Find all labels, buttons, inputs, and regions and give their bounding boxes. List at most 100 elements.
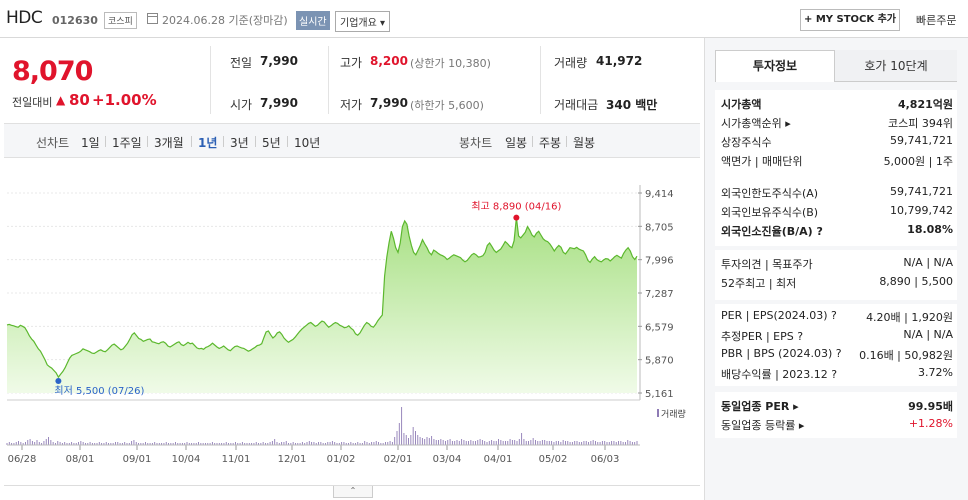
amount-value: 340 백만	[606, 98, 658, 112]
amount-label: 거래대금	[554, 98, 599, 112]
info-label: 52주최고 | 최저	[721, 277, 797, 290]
info-row: 액면가 | 매매단위 5,000원 | 1주	[721, 151, 953, 169]
price-chart[interactable]: 9,414 8,705 7,996 7,287 6,579 5,870 5,161 06/2…	[0, 160, 700, 480]
info-value: 18.08%	[907, 223, 953, 236]
info-row: 시가총액순위 ▸ 코스피 394위	[721, 113, 953, 131]
candle-daily[interactable]: 일봉	[505, 136, 528, 150]
high-marker	[513, 214, 520, 221]
high-value: 8,200	[370, 54, 408, 68]
period-1y[interactable]: 1년	[198, 136, 218, 150]
lower-limit: (하한가 5,600)	[410, 99, 484, 112]
info-value: +1.28%	[908, 417, 953, 430]
high-label: 최고 8,890 (04/16)	[471, 201, 561, 213]
price-summary: 8,070 전일대비 ▲ 80 +1.00% 전일 7,990 시가 7,990…	[4, 38, 700, 124]
prev-close-label: 전일	[230, 56, 253, 70]
stock-code: 012630	[52, 14, 98, 27]
period-1w[interactable]: 1주일	[112, 136, 142, 150]
open-value: 7,990	[260, 96, 298, 110]
info-value: 4.20배 | 1,920원	[866, 311, 953, 324]
period-1d[interactable]: 1일	[81, 136, 100, 150]
info-row: 배당수익률 | 2023.12 ? 3.72%	[721, 364, 953, 382]
info-row: 외국인소진율(B/A) ? 18.08%	[721, 221, 953, 239]
collapse-chart-button[interactable]: ⌃	[333, 486, 373, 498]
x-tick-label: 01/02	[327, 454, 356, 465]
x-tick-label: 09/01	[123, 454, 152, 465]
tab-order-book[interactable]: 호가 10단계	[835, 50, 957, 82]
x-tick-label: 12/01	[278, 454, 307, 465]
current-price: 8,070	[12, 56, 93, 87]
divider	[191, 136, 192, 147]
high-label: 고가	[340, 56, 363, 70]
divider	[147, 136, 148, 147]
info-label: 외국인보유주식수(B)	[721, 206, 819, 219]
open-label: 시가	[230, 98, 253, 112]
info-value: 8,890 | 5,500	[879, 275, 953, 288]
low-value: 7,990	[370, 96, 408, 110]
add-mystock-button[interactable]: + MY STOCK 추가	[800, 9, 900, 31]
x-tick-label: 04/01	[484, 454, 513, 465]
x-tick-label: 05/02	[539, 454, 568, 465]
foreign-section: 외국인한도주식수(A) 59,741,721 외국인보유주식수(B) 10,799,7…	[715, 178, 957, 246]
line-chart-label: 선차트	[36, 136, 70, 150]
info-label: 배당수익률 | 2023.12 ?	[721, 368, 838, 381]
info-label: 시가총액순위 ▸	[721, 117, 791, 130]
info-row: PBR | BPS (2024.03) ? 0.16배 | 50,982원	[721, 345, 953, 363]
info-row: 투자의견 | 목표주가 N/A | N/A	[721, 254, 953, 272]
volume-label: 거래량	[554, 56, 588, 70]
divider	[566, 136, 567, 147]
info-value: 59,741,721	[890, 185, 953, 198]
y-tick-label: 5,870	[645, 356, 674, 367]
y-tick-label: 6,579	[645, 322, 674, 333]
info-label: 상장주식수	[721, 136, 772, 149]
quick-order-link[interactable]: 빠른주문	[916, 14, 957, 27]
price-area	[7, 217, 637, 393]
divider	[4, 485, 700, 486]
info-value: N/A | N/A	[903, 256, 953, 269]
x-tick-label: 02/01	[384, 454, 413, 465]
change-label: 전일대비	[12, 96, 53, 109]
info-row: 시가총액 4,821억원	[721, 94, 953, 112]
candle-monthly[interactable]: 월봉	[573, 136, 596, 150]
info-value: 코스피 394위	[888, 117, 953, 130]
realtime-button[interactable]: 실시간	[296, 11, 330, 30]
y-tick-label: 9,414	[645, 189, 674, 200]
divider	[540, 46, 541, 114]
info-label: 추정PER | EPS ?	[721, 330, 804, 343]
divider	[328, 46, 329, 114]
info-row: 52주최고 | 최저 8,890 | 5,500	[721, 273, 953, 291]
x-tick-label: 11/01	[222, 454, 251, 465]
info-row: PER | EPS(2024.03) ? 4.20배 | 1,920원	[721, 307, 953, 325]
info-row: 외국인한도주식수(A) 59,741,721	[721, 183, 953, 201]
divider	[532, 136, 533, 147]
candle-chart-label: 봉차트	[459, 136, 493, 150]
info-row: 상장주식수 59,741,721	[721, 132, 953, 150]
info-value: 10,799,742	[890, 204, 953, 217]
info-label: 투자의견 | 목표주가	[721, 258, 813, 271]
info-row: 동일업종 등락률 ▸ +1.28%	[721, 415, 953, 433]
divider	[105, 136, 106, 147]
period-3y[interactable]: 3년	[230, 136, 249, 150]
info-label: PER | EPS(2024.03) ?	[721, 309, 837, 322]
candle-weekly[interactable]: 주봉	[539, 136, 562, 150]
prev-close-value: 7,990	[260, 54, 298, 68]
info-label: 시가총액	[721, 98, 762, 111]
calendar-icon	[147, 13, 158, 24]
period-5y[interactable]: 5년	[262, 136, 281, 150]
tab-invest-info[interactable]: 투자정보	[715, 50, 835, 82]
stock-header: HDC 012630 코스피 2024.06.28 기준(장마감) 실시간 기업…	[0, 0, 968, 38]
company-overview-dropdown[interactable]: 기업개요 ▾	[335, 11, 390, 32]
up-arrow-icon: ▲	[56, 93, 66, 107]
info-row: 외국인보유주식수(B) 10,799,742	[721, 202, 953, 220]
volume-value: 41,972	[596, 54, 643, 68]
info-value: 59,741,721	[890, 134, 953, 147]
price-line	[6, 217, 638, 379]
period-10y[interactable]: 10년	[294, 136, 321, 150]
period-3m[interactable]: 3개월	[154, 136, 184, 150]
volume-legend: 거래량	[661, 408, 686, 420]
volume-legend-swatch	[657, 409, 659, 417]
info-label: 외국인소진율(B/A) ?	[721, 225, 823, 238]
info-label: 동일업종 PER ▸	[721, 400, 799, 413]
as-of-date: 2024.06.28 기준(장마감)	[162, 14, 288, 27]
